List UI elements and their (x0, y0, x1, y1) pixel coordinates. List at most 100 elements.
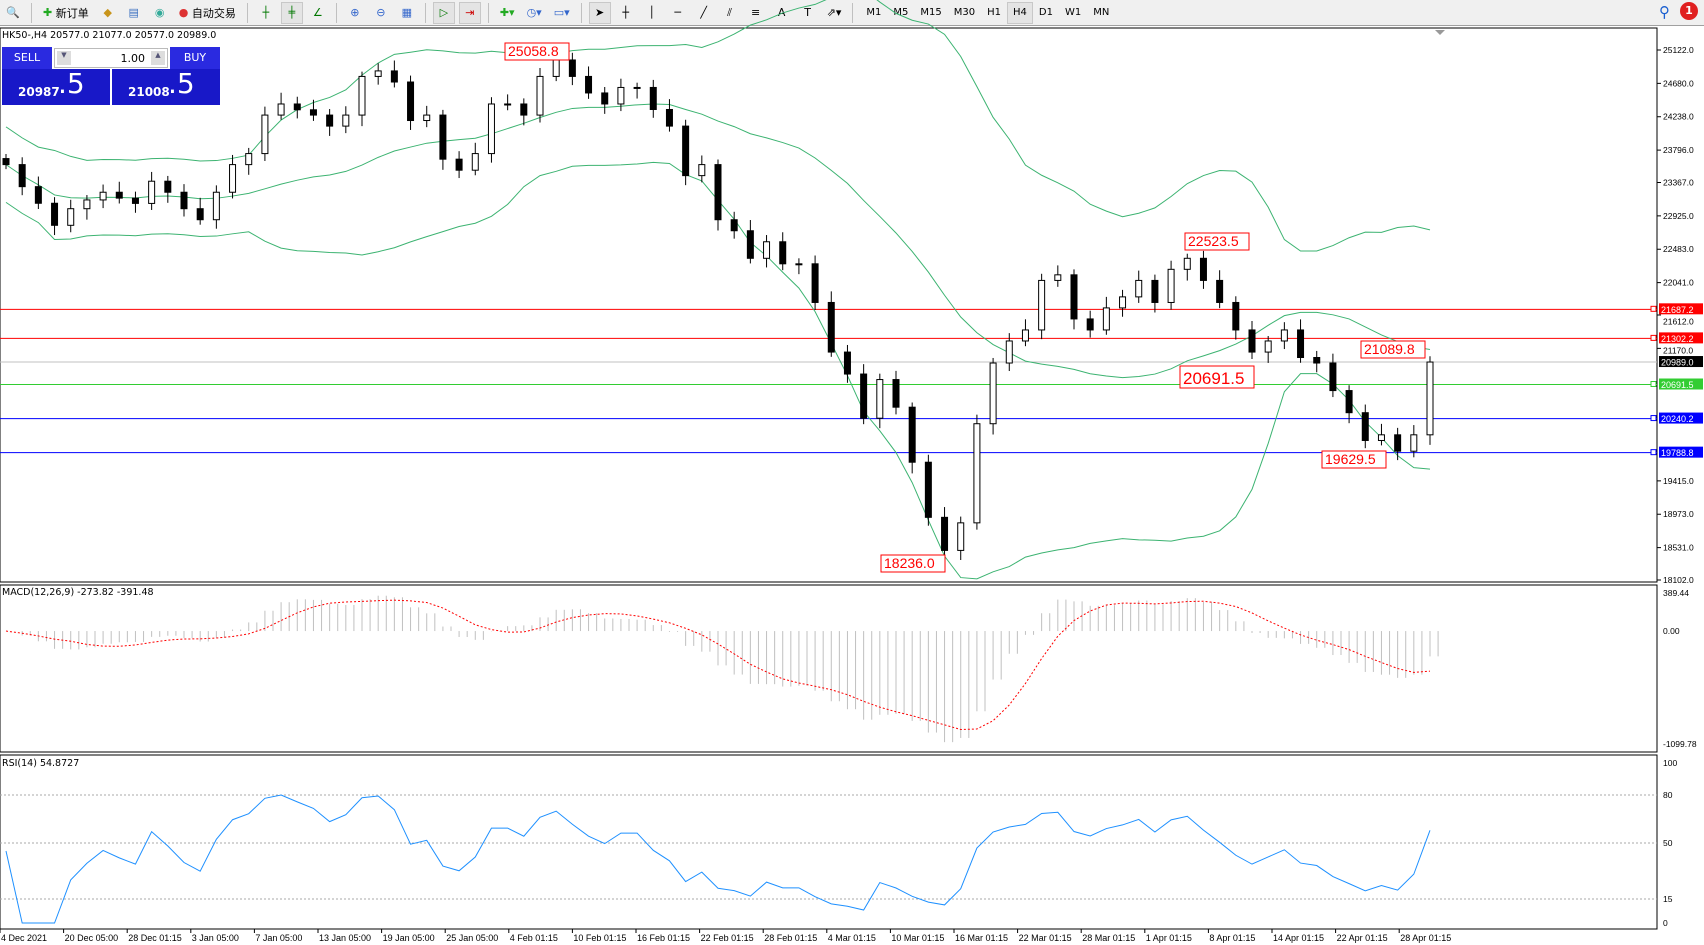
price-annotation: 21089.8 (1364, 341, 1415, 357)
candle-bear (1329, 362, 1337, 392)
volume-value[interactable]: 1.00 (120, 52, 146, 65)
candle-bull (1183, 257, 1191, 270)
timeframe-w1[interactable]: W1 (1064, 7, 1082, 18)
candle-bear (1216, 279, 1224, 303)
timeframe-m5[interactable]: M5 (893, 7, 909, 18)
crosshair-icon[interactable]: ┼ (622, 6, 629, 19)
volume-field[interactable]: ▼ 1.00 ▲ (54, 48, 168, 68)
candle-bull (83, 199, 91, 210)
candle-bull (261, 114, 269, 155)
candlestick-icon[interactable]: ╪ (280, 1, 303, 24)
candle-bull (487, 103, 495, 155)
new-order-button[interactable]: ✚ 新订单 (39, 2, 93, 24)
arrows-icon[interactable]: ⇗▾ (826, 6, 842, 19)
candle-bear (326, 114, 334, 127)
time-axis-label: 19 Jan 05:00 (383, 933, 435, 943)
auto-trading-button[interactable]: ● 自动交易 (175, 2, 240, 24)
time-axis-label: 7 Jan 05:00 (255, 933, 302, 943)
vertical-line-icon[interactable]: │ (648, 6, 655, 19)
candle-bear (34, 186, 42, 204)
time-axis-label: 28 Apr 01:15 (1400, 933, 1451, 943)
price-axis-label: 23796.0 (1663, 145, 1694, 155)
channel-icon[interactable]: ⫽ (727, 5, 733, 19)
search-icon[interactable]: ⚲ (1659, 3, 1670, 21)
candle-bull (1135, 279, 1143, 298)
candle-bear (196, 208, 204, 221)
price-annotation-box (880, 554, 946, 573)
ask-price-button[interactable]: 21008 .5 (112, 67, 220, 105)
candle-bear (520, 103, 528, 116)
candle-bull (536, 75, 544, 116)
candle-bull (342, 114, 350, 127)
signal-icon[interactable]: ◉ (154, 6, 165, 19)
candle-bull (989, 362, 997, 425)
time-axis-label: 1 Apr 01:15 (1146, 933, 1192, 943)
line-handle (1650, 449, 1657, 456)
bollinger-upper (5, 0, 1431, 252)
rsi-axis-label: 50 (1663, 838, 1673, 848)
zoom-icon[interactable]: 🔍 (6, 6, 20, 19)
timeframe-m1[interactable]: M1 (866, 7, 882, 18)
text-label-icon[interactable]: T (804, 6, 811, 19)
price-axis-label: 25122.0 (1663, 45, 1694, 55)
price-axis-label: 22483.0 (1663, 244, 1694, 254)
candle-bear (811, 263, 819, 303)
timeframe-mn[interactable]: MN (1093, 7, 1110, 18)
candle-bear (1361, 412, 1369, 441)
candle-bear (115, 191, 123, 199)
trendline-icon[interactable]: ╱ (700, 6, 707, 19)
volume-up-icon[interactable]: ▲ (151, 51, 165, 65)
time-axis-label: 28 Mar 01:15 (1082, 933, 1135, 943)
price-axis-label: 24680.0 (1663, 78, 1694, 88)
chart-shift-icon[interactable]: ⇥ (458, 1, 481, 24)
auto-scroll-icon[interactable]: ▷ (432, 1, 455, 24)
candle-bull (1410, 434, 1418, 452)
fibonacci-icon[interactable]: ≡ (751, 6, 761, 19)
candle-bull (277, 103, 285, 116)
buy-button[interactable]: BUY (170, 47, 220, 69)
terminal-icon[interactable]: ▤ (128, 6, 139, 19)
candle-bull (212, 191, 220, 221)
candle-bear (390, 70, 398, 83)
candle-bull (245, 153, 253, 166)
candle-bull (1377, 434, 1385, 441)
time-axis-label: 4 Dec 2021 (1, 933, 47, 943)
zoom-out-icon[interactable]: ⊖ (376, 6, 386, 19)
candle-bear (924, 461, 932, 518)
bar-chart-icon[interactable]: ┼ (262, 6, 270, 19)
candle-bull (1038, 279, 1046, 331)
candle-bull (1102, 307, 1110, 331)
rsi-axis-label: 100 (1663, 758, 1677, 768)
time-axis-label: 16 Mar 01:15 (955, 933, 1008, 943)
candle-bull (795, 263, 803, 266)
price-axis-label: 19415.0 (1663, 476, 1694, 486)
ask-price-fraction: .5 (168, 67, 195, 100)
price-annotation: 18236.0 (884, 555, 935, 571)
timeframe-m30[interactable]: M30 (953, 7, 976, 18)
timeframe-h1[interactable]: H1 (987, 7, 1001, 18)
horizontal-line-icon[interactable]: ─ (674, 6, 681, 19)
timeframe-h4[interactable]: H4 (1006, 1, 1033, 24)
notification-badge[interactable]: 1 (1680, 2, 1698, 20)
zoom-in-icon[interactable]: ⊕ (350, 6, 360, 19)
indicators-icon[interactable]: ✚▾ (499, 6, 515, 19)
volume-down-icon[interactable]: ▼ (57, 51, 71, 65)
time-axis-label: 16 Feb 01:15 (637, 933, 690, 943)
line-chart-icon[interactable]: ∠ (312, 6, 323, 19)
price-line-label: 19788.8 (1661, 448, 1694, 458)
history-icon[interactable]: ◆ (103, 6, 112, 19)
cursor-icon[interactable]: ➤ (588, 1, 611, 24)
bid-price-button[interactable]: 20987 .5 (2, 67, 110, 105)
sell-button[interactable]: SELL (2, 47, 52, 69)
timeframe-m15[interactable]: M15 (920, 7, 942, 18)
tile-windows-icon[interactable]: ▦ (401, 6, 413, 19)
price-annotation-box (1184, 232, 1250, 251)
price-annotation: 19629.5 (1325, 451, 1376, 467)
candle-bear (1199, 257, 1207, 281)
candle-bear (1313, 357, 1321, 364)
text-icon[interactable]: A (777, 6, 786, 19)
timeframe-d1[interactable]: D1 (1038, 7, 1053, 18)
periods-icon[interactable]: ◷▾ (526, 6, 542, 19)
templates-icon[interactable]: ▭▾ (553, 6, 570, 19)
